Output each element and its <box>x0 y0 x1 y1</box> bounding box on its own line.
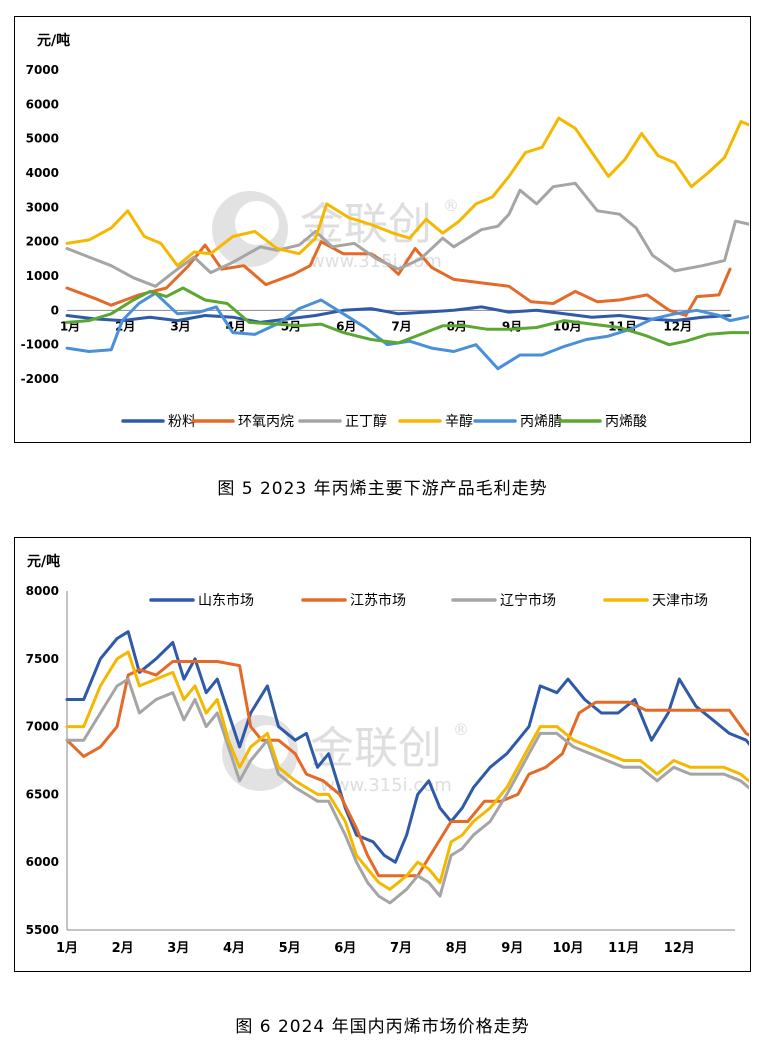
x-tick-label: 10月 <box>552 941 583 956</box>
x-tick-label: 3月 <box>170 319 190 333</box>
y-tick-label: 3000 <box>26 200 59 214</box>
y-tick-label: 2000 <box>26 235 59 249</box>
x-tick-label: 6月 <box>336 319 356 333</box>
y-axis-unit-label: 元/吨 <box>27 553 60 570</box>
y-tick-label: 0 <box>51 303 59 317</box>
series-line-4 <box>65 650 765 891</box>
figure6-caption: 图 6 2024 年国内丙烯市场价格走势 <box>235 1017 530 1037</box>
y-tick-label: 6500 <box>26 787 59 801</box>
chart-propylene-downstream-margin: 金联创 ® www.315i.com 元/吨 -2000 -1000 0 1000 2000 30… <box>14 16 765 443</box>
watermark-registered: ® <box>453 720 469 739</box>
y-tick-label: 5500 <box>26 923 59 937</box>
y-tick-label: -1000 <box>21 338 59 352</box>
legend-label-3: 正丁醇 <box>345 413 387 430</box>
x-tick-label: 9月 <box>502 319 522 333</box>
legend-label-2: 环氧丙烷 <box>238 414 294 430</box>
chart2-svg: 金联创 ®www.315i.com元/吨550060006500700075008… <box>26 553 765 956</box>
series-line-3 <box>65 677 765 905</box>
watermark-logo-inner-icon <box>235 201 279 245</box>
x-tick-label: 3月 <box>167 941 189 956</box>
x-tick-label: 6月 <box>334 941 356 956</box>
legend-label-2: 江苏市场 <box>350 592 406 609</box>
y-tick-label: 7500 <box>26 652 59 666</box>
y-tick-label: 5000 <box>26 132 59 146</box>
figure5-caption: 图 5 2023 年丙烯主要下游产品毛利走势 <box>217 479 548 499</box>
x-tick-label: 8月 <box>446 941 468 956</box>
x-tick-label: 9月 <box>501 941 523 956</box>
legend-label-3: 辽宁市场 <box>500 592 556 609</box>
x-tick-label: 2月 <box>112 941 134 956</box>
y-tick-label: 1000 <box>26 269 59 283</box>
series-line-6 <box>65 286 765 347</box>
series-line-1 <box>65 305 732 324</box>
y-tick-label: 4000 <box>26 166 59 180</box>
watermark-brand: 金联创 <box>310 723 442 774</box>
legend-label-4: 天津市场 <box>652 592 708 609</box>
y-axis-unit-label: 元/吨 <box>37 32 70 49</box>
legend-label-5: 丙烯腈 <box>520 414 562 430</box>
series-line-2 <box>65 660 765 878</box>
x-tick-label: 4月 <box>223 941 245 956</box>
x-tick-label: 7月 <box>390 941 412 956</box>
series-line-5 <box>65 291 765 371</box>
x-tick-label: 5月 <box>279 941 301 956</box>
chart-propylene-market-price: 金联创 ® www.315i.com 元/吨 5500 6000 6500 7000 7500 8… <box>14 537 765 972</box>
legend-label-6: 丙烯酸 <box>605 414 647 430</box>
y-tick-label: 8000 <box>26 584 59 598</box>
series-line-4 <box>65 116 765 268</box>
watermark-registered: ® <box>443 196 459 215</box>
x-tick-label: 12月 <box>663 319 692 333</box>
watermark-logo-inner-icon <box>245 725 289 769</box>
legend-label-1: 山东市场 <box>198 592 254 609</box>
series-line-1 <box>65 630 765 864</box>
y-tick-label: -2000 <box>21 372 59 386</box>
watermark: 金联创 ®www.315i.com <box>222 715 469 796</box>
x-tick-label: 11月 <box>608 941 639 956</box>
y-tick-label: 6000 <box>26 855 59 869</box>
y-tick-label: 7000 <box>26 720 59 734</box>
legend-label-1: 粉料 <box>168 414 196 430</box>
x-tick-label: 1月 <box>56 941 78 956</box>
legend-label-4: 辛醇 <box>445 413 473 430</box>
y-tick-label: 7000 <box>26 63 59 77</box>
chart1-svg: 金联创 ®www.315i.com元/吨-2000-100001000200030… <box>21 32 765 430</box>
x-tick-label: 12月 <box>664 941 695 956</box>
series-line-3 <box>65 181 765 288</box>
y-tick-label: 6000 <box>26 97 59 111</box>
x-tick-label: 7月 <box>391 319 411 333</box>
